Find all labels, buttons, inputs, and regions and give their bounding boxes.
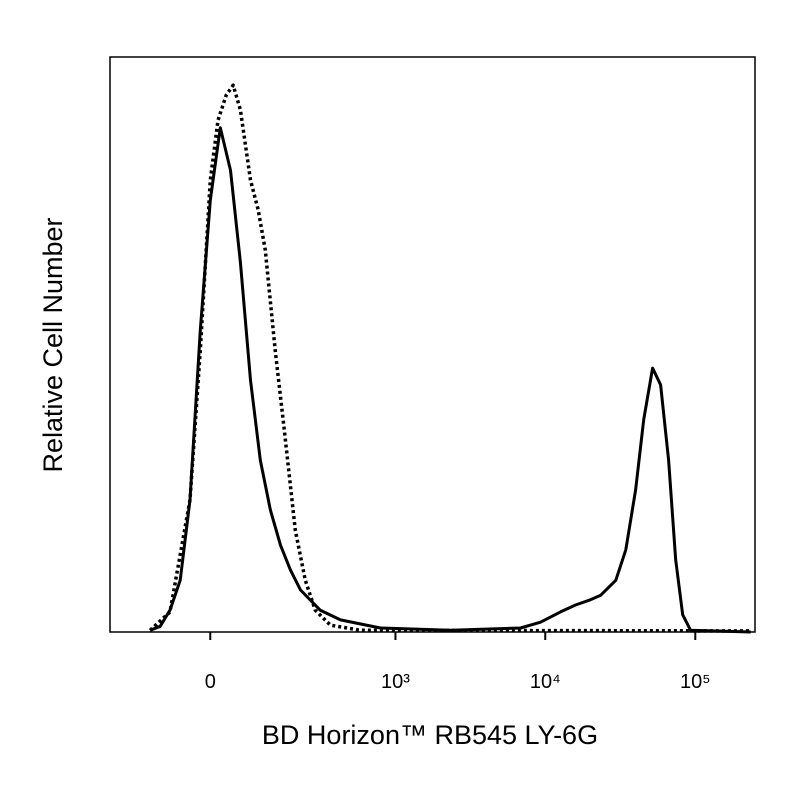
plot-frame <box>109 56 756 633</box>
x-tick-label: 10³ <box>381 671 410 693</box>
y-axis-label: Relative Cell Number <box>38 217 68 472</box>
series-line <box>149 126 751 634</box>
x-tick-label: 0 <box>205 671 216 693</box>
x-axis-label: BD Horizon™ RB545 LY-6G <box>262 720 598 750</box>
x-tick-label: 10⁴ <box>530 671 561 693</box>
x-tick-label: 10⁵ <box>680 671 711 693</box>
series-line <box>148 83 751 633</box>
